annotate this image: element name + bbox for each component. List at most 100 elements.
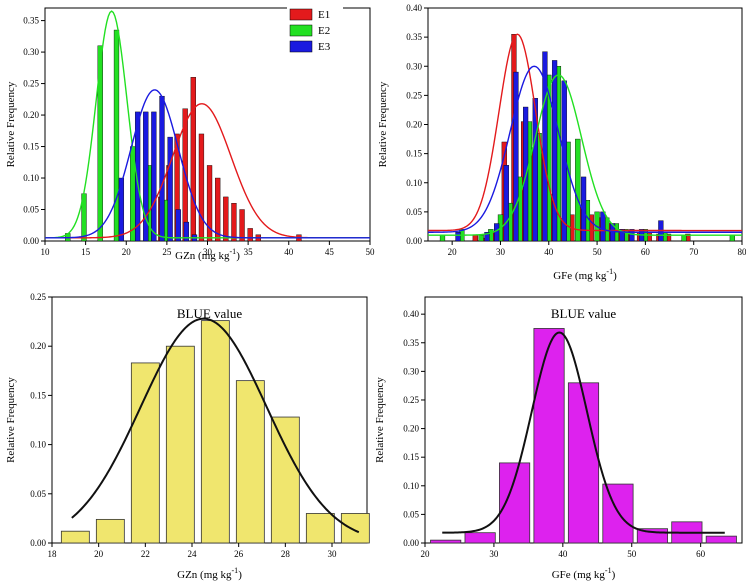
x-tick-label: 50 [593, 247, 603, 257]
chart-title: BLUE value [551, 306, 617, 321]
x-tick-label: 15 [81, 247, 91, 257]
bar-3 [533, 328, 565, 544]
bar-e1-0 [472, 234, 478, 242]
x-tick-label: 60 [696, 549, 706, 559]
bar-e2-21 [729, 234, 735, 242]
panel-gfe-environments: 20 30 40 50 60 70 80 0.00 0.05 0.10 0.15 0.20 0.25 0.… [377, 3, 746, 282]
y-tick-label: 0.00 [23, 236, 39, 246]
bar-4 [567, 382, 600, 544]
x-tick-label: 22 [141, 549, 150, 559]
y-tick-label: 0.15 [23, 142, 39, 152]
x-tick-label: 30 [328, 549, 338, 559]
x-axis-label: GFe (mg kg-1) [553, 267, 617, 282]
y-tick-label: 0.40 [403, 309, 419, 319]
y-tick-label: 0.10 [23, 173, 39, 183]
x-tick-label: 20 [448, 247, 458, 257]
bar-e3-4 [513, 71, 519, 242]
x-axis-label: GFe (mg kg-1) [552, 566, 616, 581]
bar-6 [270, 416, 300, 544]
y-tick-label: 0.00 [30, 538, 46, 548]
y-tick-label: 0.30 [406, 61, 422, 71]
x-tick-label: 50 [366, 247, 376, 257]
legend-label-e1: E1 [318, 9, 330, 21]
y-tick-label: 0.15 [30, 390, 46, 400]
x-axis-label: GZn (mg kg-1) [175, 247, 240, 262]
bar-5 [235, 380, 265, 544]
bar-e3-0 [118, 177, 125, 242]
bar-8 [705, 535, 737, 544]
y-tick-label: 0.05 [406, 207, 422, 217]
chart-title: BLUE value [177, 306, 243, 321]
x-tick-label: 18 [48, 549, 58, 559]
y-tick-label: 0.25 [403, 395, 419, 405]
bar-e2-20 [681, 234, 687, 242]
legend-label-e2: E2 [318, 25, 330, 37]
fit-curve-group [71, 317, 360, 534]
bar-2 [130, 362, 160, 544]
x-tick-label: 30 [489, 549, 499, 559]
bar-0 [430, 539, 462, 544]
y-tick-label: 0.35 [403, 338, 419, 348]
bar-e1-9 [231, 203, 237, 242]
axes: 10 15 20 25 30 35 40 45 50 0.00 0.05 0.10 0.15 0.20 0.… [23, 16, 375, 257]
panel-gzn-environments: 10 15 20 25 30 35 40 45 50 0.00 0.05 0.10 0.15 0.20 0.… [5, 6, 375, 262]
bar-e3-3 [151, 111, 157, 242]
panel-gfe-blue: 20 30 40 50 60 0.00 0.05 0.10 0.15 0.20 0.25 0.30 0.… [374, 296, 743, 581]
fit-curve-e3 [45, 89, 370, 239]
bar-e3-13 [619, 229, 625, 242]
bar-7 [305, 513, 335, 544]
bar-e3-8 [551, 60, 558, 242]
y-tick-label: 0.05 [403, 509, 419, 519]
fit-curve-e3 [428, 65, 742, 233]
y-tick-label: 0.35 [23, 16, 39, 26]
y-tick-label: 0.20 [30, 341, 46, 351]
y-tick-label: 0.05 [23, 205, 39, 215]
y-tick-label: 0.20 [403, 424, 419, 434]
bar-e3-7 [542, 51, 548, 242]
bar-e3-2 [143, 111, 149, 242]
bar-2 [499, 462, 531, 544]
bar-e1-8 [223, 196, 229, 242]
y-tick-label: 0.10 [30, 440, 46, 450]
bar-e1-10 [239, 209, 245, 242]
y-tick-label: 0.35 [406, 32, 422, 42]
bar-e1-4 [190, 77, 196, 242]
y-tick-label: 0.30 [23, 47, 39, 57]
bar-e3-4 [159, 95, 165, 242]
fit-curve-e2 [428, 74, 742, 236]
bar-e3-2 [494, 223, 500, 242]
y-tick-label: 0.20 [23, 110, 39, 120]
x-tick-label: 40 [544, 247, 554, 257]
y-tick-label: 0.00 [403, 538, 419, 548]
legend-swatch-e2 [289, 24, 313, 37]
bar-e2-0 [439, 234, 446, 242]
x-tick-label: 20 [421, 549, 431, 559]
y-axis-label: Relative Frequency [5, 81, 17, 167]
bar-8 [340, 513, 370, 544]
bar-e3-6 [532, 98, 538, 242]
x-tick-label: 60 [641, 247, 651, 257]
x-tick-label: 40 [284, 247, 294, 257]
bar-4 [200, 320, 230, 544]
x-tick-label: 25 [162, 247, 172, 257]
bar-e1-6 [206, 165, 213, 242]
y-tick-label: 0.15 [403, 452, 419, 462]
x-tick-label: 20 [94, 549, 104, 559]
panel-gzn-blue: 18 20 22 24 26 28 30 0.00 0.05 0.10 0.15 0.20 0.25 B… [5, 292, 370, 581]
y-axis-label: Relative Frequency [5, 377, 17, 463]
x-tick-label: 40 [558, 549, 568, 559]
y-tick-label: 0.05 [30, 489, 46, 499]
bar-1 [464, 532, 496, 544]
axes: 20 30 40 50 60 0.00 0.05 0.10 0.15 0.20 0.25 0.30 0.… [403, 309, 705, 559]
bar-e1-11 [247, 228, 253, 242]
x-tick-label: 24 [188, 549, 198, 559]
bar-e2-2 [478, 234, 484, 242]
bar-e3-5 [167, 136, 173, 242]
bar-e3-14 [629, 229, 635, 242]
y-axis-label: Relative Frequency [374, 377, 386, 463]
bar-e3-6 [175, 209, 181, 242]
bar-1 [95, 518, 125, 544]
x-tick-label: 30 [496, 247, 506, 257]
x-tick-label: 30 [203, 247, 213, 257]
